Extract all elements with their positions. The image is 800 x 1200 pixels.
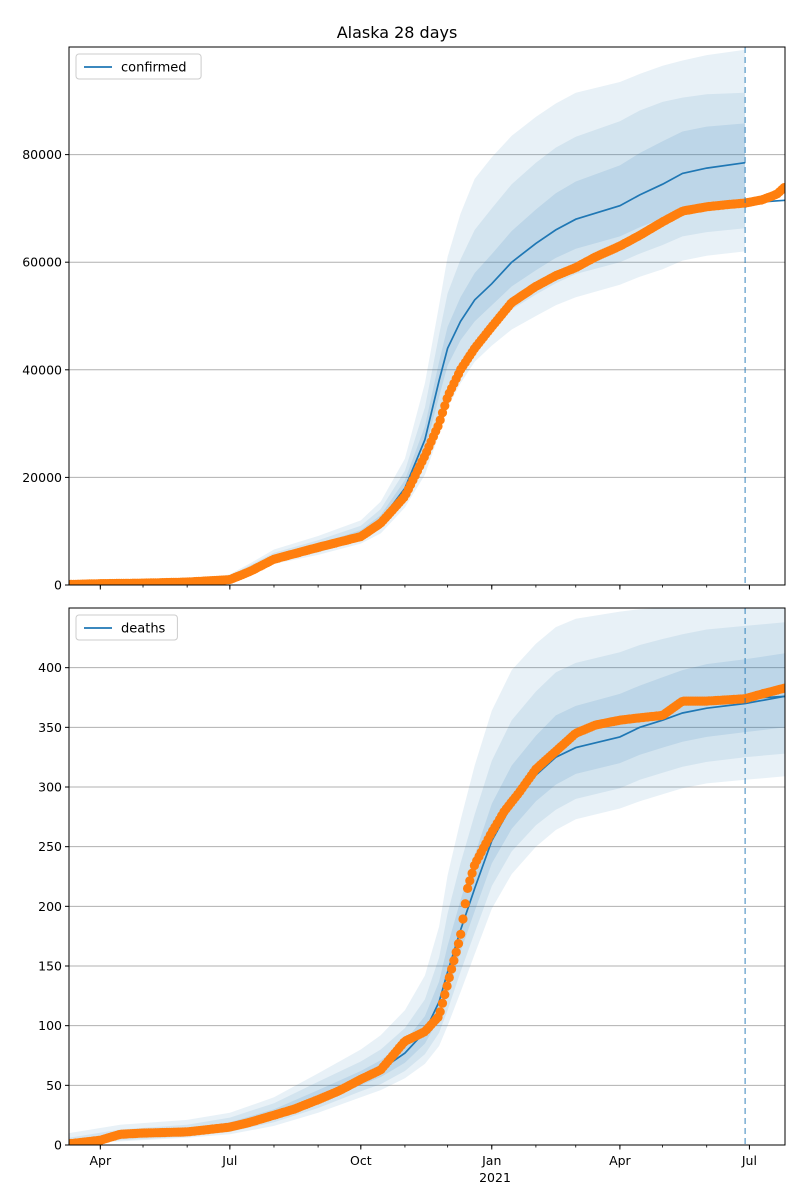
confirmed-observed-point — [779, 183, 785, 193]
confirmed-y-tick-label: 40000 — [22, 362, 62, 377]
confirmed-legend-box — [75, 53, 202, 80]
deaths-y-tick-label: 300 — [38, 780, 62, 795]
deaths-observed-point — [451, 947, 461, 957]
deaths-observed-point — [453, 939, 464, 949]
deaths-y-tick-label: 250 — [38, 839, 62, 854]
deaths-legend-label: deaths — [121, 622, 166, 637]
deaths-x-tick-label: Jul — [741, 1153, 757, 1168]
deaths-legend: deaths — [75, 614, 178, 641]
figure-title: Alaska 28 days — [337, 23, 458, 42]
deaths-x-tick-label: Jul — [221, 1153, 237, 1168]
confirmed-legend-label: confirmed — [121, 61, 187, 76]
confirmed-plot-area — [69, 49, 785, 585]
deaths-observed-point — [437, 998, 448, 1008]
confirmed-band-outer — [69, 49, 746, 585]
confirmed-y-tick-label: 0 — [54, 578, 62, 593]
deaths-y-tick-label: 200 — [38, 899, 62, 914]
deaths-y-tick-label: 100 — [38, 1018, 62, 1033]
deaths-observed-point — [779, 683, 785, 693]
deaths-x-tick-label: Apr — [90, 1153, 112, 1168]
deaths-band-mid — [69, 622, 785, 1144]
deaths-y-tick-label: 150 — [38, 959, 62, 974]
confirmed-band-inner — [69, 123, 746, 585]
deaths-observed-point — [442, 981, 452, 991]
deaths-x-tick-label: Apr — [609, 1153, 631, 1168]
deaths-y-tick-label: 350 — [38, 720, 62, 735]
confirmed-band-mid — [69, 92, 746, 585]
x-year-label: 2021 — [479, 1170, 511, 1185]
deaths-band-outer — [69, 608, 785, 1144]
confirmed-y-tick-label: 60000 — [22, 255, 62, 270]
deaths-x-tick-label: Oct — [350, 1153, 372, 1168]
confirmed-y-tick-label: 20000 — [22, 470, 62, 485]
deaths-y-tick-label: 400 — [38, 660, 62, 675]
deaths-panel: 0 50 100 150 200 250 300 350 400 Apr Jul Oct Jan Apr J… — [38, 607, 786, 1168]
confirmed-observed-series — [69, 183, 785, 585]
deaths-observed-point — [467, 868, 477, 878]
deaths-axes-frame — [68, 607, 786, 1146]
confirmed-legend: confirmed — [75, 53, 202, 80]
confirmed-observed-point — [437, 408, 448, 418]
confirmed-y-tick-label: 80000 — [22, 147, 62, 162]
deaths-observed-point — [465, 876, 475, 886]
confirmed-observed-point — [440, 401, 450, 411]
deaths-observed-point — [449, 956, 459, 966]
deaths-observed-point — [456, 929, 466, 939]
confirmed-observed-point — [435, 415, 445, 425]
deaths-y-tick-label: 50 — [46, 1078, 62, 1093]
deaths-observed-point — [440, 990, 450, 1000]
deaths-plot-area — [69, 608, 785, 1145]
deaths-observed-point — [444, 972, 454, 983]
confirmed-axes-frame — [68, 46, 786, 586]
deaths-x-tick-label: Jan — [481, 1153, 501, 1168]
deaths-y-tick-label: 0 — [54, 1138, 62, 1153]
deaths-observed-point — [463, 883, 473, 894]
deaths-observed-point — [435, 1007, 445, 1017]
deaths-legend-box — [75, 614, 178, 641]
confirmed-panel: 0 20000 40000 60000 80000 confirmed — [22, 46, 786, 593]
deaths-observed-point — [447, 964, 457, 974]
deaths-observed-point — [458, 914, 468, 924]
deaths-observed-point — [460, 899, 470, 909]
deaths-observed-series — [69, 683, 785, 1145]
